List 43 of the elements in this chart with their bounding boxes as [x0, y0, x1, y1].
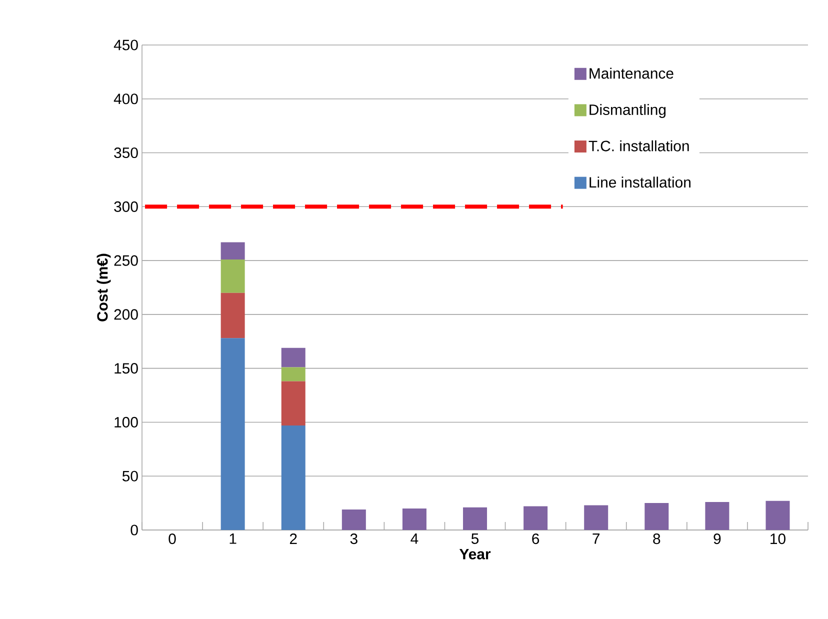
bar [220, 338, 245, 530]
bar [524, 506, 548, 530]
bar [584, 505, 608, 530]
legend-label: Line installation [590, 176, 690, 188]
y-tick-label: 100 [114, 416, 138, 428]
bar [281, 425, 306, 530]
bar [644, 503, 669, 530]
y-tick-label: 250 [114, 255, 138, 266]
x-tick-label: 10 [770, 534, 786, 544]
bar [705, 502, 730, 530]
y-tick-label: 450 [114, 40, 138, 50]
bar [281, 348, 306, 368]
y-tick-label: 0 [130, 524, 138, 536]
x-tick-label: 1 [230, 534, 236, 544]
y-tick-label: 50 [122, 470, 138, 482]
y-tick-label: 400 [114, 94, 138, 104]
y-tick-label: 350 [114, 147, 138, 158]
bar [220, 259, 245, 293]
x-tick-label: 4 [410, 534, 418, 544]
bar [463, 507, 488, 530]
x-tick-label: 5 [471, 534, 479, 544]
y-tick-label: 150 [114, 363, 138, 374]
x-tick-label: 9 [714, 534, 721, 544]
legend-label: Maintenance [590, 68, 674, 79]
x-tick-label: 3 [350, 534, 358, 544]
y-tick-label: 300 [114, 201, 138, 212]
bar [220, 242, 245, 260]
legend-label: T.C. installation [588, 140, 689, 152]
legend-label: Dismantling [590, 104, 666, 118]
x-axis-title: Year [459, 548, 491, 560]
x-tick-label: 2 [290, 534, 297, 544]
bar [402, 508, 426, 530]
bar [220, 292, 245, 338]
bar [281, 381, 306, 426]
x-tick-label: 7 [592, 534, 600, 544]
x-tick-label: 0 [168, 534, 176, 544]
x-tick-label: 6 [532, 534, 540, 544]
bar [766, 500, 790, 530]
y-axis-title: Cost (m€) [96, 254, 111, 322]
bar [342, 510, 366, 530]
bar [281, 367, 306, 382]
x-tick-label: 8 [653, 534, 660, 544]
y-tick-label: 200 [114, 309, 138, 320]
